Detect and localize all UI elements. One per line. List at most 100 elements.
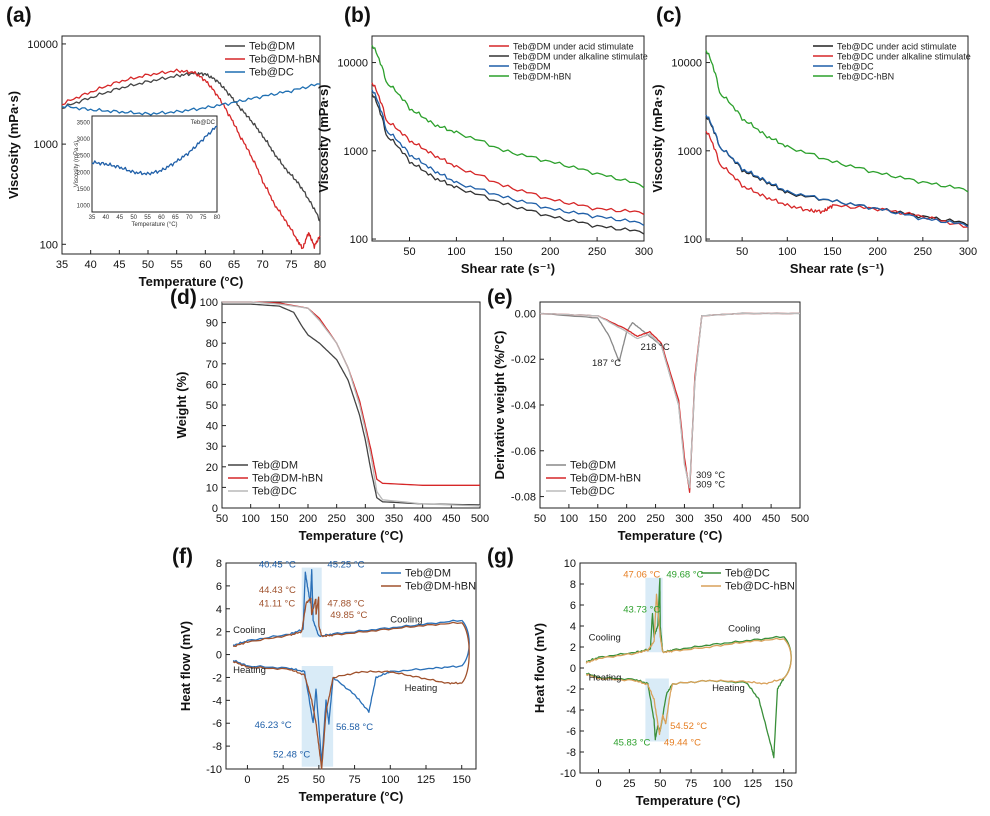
panel-letter: (e) <box>487 286 513 309</box>
x-tick-label: 500 <box>791 513 809 525</box>
series-line <box>705 130 969 228</box>
y-tick-label: 2 <box>216 627 222 639</box>
inset-y-tick: 3500 <box>77 121 91 127</box>
x-tick-label: 150 <box>589 513 607 525</box>
series-teb-dc-hbn <box>585 593 792 736</box>
series-line <box>371 82 645 216</box>
x-tick-label: 400 <box>413 513 431 525</box>
x-tick-label: 50 <box>534 513 546 525</box>
series-line <box>371 45 645 189</box>
y-tick-label: 1000 <box>678 146 702 158</box>
inset-x-tick: 35 <box>89 215 96 221</box>
y-tick-label: 20 <box>206 462 218 474</box>
series-teb-dm <box>371 89 645 227</box>
x-tick-label: 50 <box>736 246 748 258</box>
legend-entry: Teb@DM <box>252 460 298 472</box>
y-tick-label: 10000 <box>27 39 58 51</box>
inset-x-tick: 40 <box>103 215 110 221</box>
inset-x-tick: 45 <box>116 215 123 221</box>
peak-annotation: 54.52 °C <box>670 721 707 732</box>
peak-annotation: 56.58 °C <box>336 722 373 733</box>
inset-x-tick: 80 <box>214 215 221 221</box>
x-tick-label: 150 <box>270 513 288 525</box>
x-tick-label: 75 <box>348 774 360 786</box>
y-tick-label: -4 <box>212 695 222 707</box>
inset-y-tick: 3000 <box>77 137 91 143</box>
x-tick-label: 250 <box>646 513 664 525</box>
legend-entry: Teb@DM <box>513 62 551 72</box>
x-tick-label: 0 <box>244 774 250 786</box>
process-label: Cooling <box>233 625 265 636</box>
y-tick-label: 0 <box>570 663 576 675</box>
legend-entry: Teb@DM <box>405 568 451 580</box>
peak-annotation: 49.68 °C <box>666 570 703 581</box>
panel-letter: (b) <box>344 4 371 27</box>
panel-a: (a) 35 40 45 50 55 60 65 70 75 80 100 1000 10000 Tempe… <box>6 4 326 289</box>
series-line <box>61 83 321 116</box>
series-line <box>222 301 480 486</box>
y-tick-label: -10 <box>560 768 576 780</box>
series-line <box>705 50 969 193</box>
x-tick-label: 55 <box>171 259 183 271</box>
y-tick-label: 6 <box>570 600 576 612</box>
inset-series <box>91 125 218 176</box>
legend-entry: Teb@DC-hBN <box>725 581 795 593</box>
x-tick-label: 250 <box>588 246 606 258</box>
x-tick-label: 100 <box>447 246 465 258</box>
series-teb-dc <box>222 301 481 507</box>
process-label: Cooling <box>728 623 760 634</box>
y-tick-label: -2 <box>566 684 576 696</box>
x-tick-label: 300 <box>356 513 374 525</box>
x-tick-label: 250 <box>914 246 932 258</box>
peak-annotation: 45.83 °C <box>613 738 650 749</box>
legend-entry: Teb@DM-hBN <box>249 54 320 66</box>
x-axis-title: Temperature (°C) <box>299 789 404 804</box>
x-tick-label: 300 <box>675 513 693 525</box>
panel-letter: (d) <box>170 286 197 309</box>
process-label: Heating <box>589 673 622 684</box>
legend-entry: Teb@DC under acid stimulate <box>837 42 957 52</box>
legend-entry: Teb@DC <box>249 67 294 79</box>
inset-x-tick: 75 <box>200 215 207 221</box>
legend-entry: Teb@DM under alkaline stimulate <box>513 52 648 62</box>
panel-letter: (a) <box>6 4 32 27</box>
peak-annotation: 309 °C <box>696 479 725 490</box>
series-teb-dc <box>61 83 321 116</box>
inset-x-tick: 70 <box>186 215 193 221</box>
peak-annotation: 45.25 °C <box>327 560 364 571</box>
plot-frame <box>705 35 969 242</box>
x-tick-label: 100 <box>778 246 796 258</box>
x-tick-label: 60 <box>199 259 211 271</box>
y-tick-label: 90 <box>206 318 218 330</box>
plot-frame <box>61 35 321 255</box>
x-tick-label: 300 <box>959 246 977 258</box>
y-tick-label: 10 <box>564 558 576 570</box>
x-tick-label: 50 <box>313 774 325 786</box>
y-tick-label: 8 <box>216 558 222 570</box>
y-tick-label: 10000 <box>671 58 702 70</box>
series-line <box>222 301 481 507</box>
inset-x-tick: 55 <box>144 215 151 221</box>
x-tick-label: 200 <box>541 246 559 258</box>
peak-annotation: 49.44 °C <box>664 738 701 749</box>
inset-label: Teb@DC <box>191 120 216 126</box>
x-axis-title: Temperature (°C) <box>299 528 404 543</box>
x-tick-label: 400 <box>733 513 751 525</box>
peak-annotation: 40.45 °C <box>259 560 296 571</box>
y-tick-label: 0.00 <box>515 308 536 320</box>
y-tick-label: -10 <box>206 764 222 776</box>
x-tick-label: 250 <box>327 513 345 525</box>
x-tick-label: 450 <box>442 513 460 525</box>
x-tick-label: 70 <box>257 259 269 271</box>
inset-y-tick: 1000 <box>77 203 91 209</box>
y-tick-label: 100 <box>40 239 58 251</box>
series-teb-dc-under-alkaline-stimulate <box>705 130 969 228</box>
heating-curve <box>232 661 462 770</box>
process-label: Heating <box>405 683 438 694</box>
panel-letter: (f) <box>172 545 193 568</box>
series-line <box>61 71 321 222</box>
y-axis-title: Heat flow (mV) <box>532 623 547 713</box>
y-axis-title: Weight (%) <box>174 372 189 439</box>
x-tick-label: 300 <box>635 246 653 258</box>
x-tick-label: 100 <box>381 774 399 786</box>
